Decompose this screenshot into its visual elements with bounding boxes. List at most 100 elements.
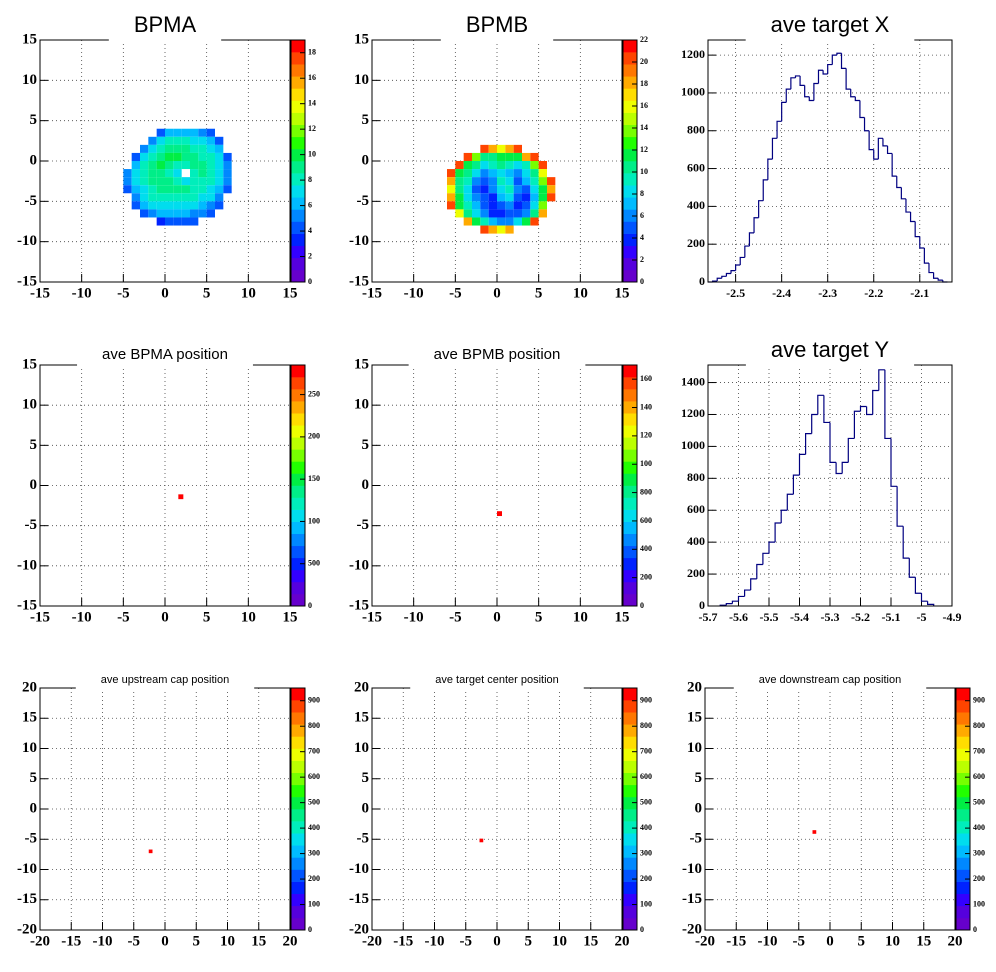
y-tick-label: -15: [349, 597, 369, 613]
color-band: [291, 760, 305, 773]
heat-cell: [513, 185, 522, 194]
color-band: [291, 796, 305, 810]
heat-cell: [538, 209, 547, 218]
color-band: [623, 112, 637, 125]
heat-cell: [480, 209, 489, 218]
color-band: [623, 401, 637, 414]
color-tick-label: 800: [640, 721, 652, 730]
x-tick-label: -20: [362, 933, 382, 949]
y-tick-label: -15: [17, 597, 37, 613]
heat-cell: [463, 169, 472, 178]
color-tick-label: 400: [308, 823, 320, 832]
x-tick-label: -20: [30, 933, 50, 949]
color-band: [956, 748, 970, 761]
y-tick-label: -5: [25, 193, 38, 209]
heat-cell: [198, 209, 207, 218]
heat-cell: [215, 161, 224, 170]
heat-cell: [181, 136, 190, 145]
heat-cell: [215, 185, 224, 194]
y-tick-label: 0: [362, 152, 370, 168]
panel-title: BPMA: [134, 12, 197, 37]
color-tick-label: 600: [640, 772, 652, 781]
x-tick-label: 5: [535, 285, 543, 301]
panel-title: ave target Y: [771, 337, 890, 362]
color-band: [291, 772, 305, 786]
color-tick-label: 22: [640, 35, 648, 44]
x-tick-label: -5: [117, 285, 130, 301]
color-tick-label: 300: [973, 848, 985, 857]
color-band: [623, 64, 637, 77]
heat-cell: [538, 201, 547, 210]
heat-cell: [497, 185, 506, 194]
y-tick-label: -15: [349, 891, 369, 907]
hist-bin: [771, 137, 778, 160]
heat-cell: [522, 201, 531, 210]
heat-cell: [198, 193, 207, 202]
y-tick-label: 15: [22, 710, 37, 726]
heat-cell: [472, 169, 481, 178]
color-band: [956, 688, 970, 701]
color-tick-label: 700: [308, 747, 320, 756]
heat-cell: [181, 161, 190, 170]
color-band: [291, 533, 305, 547]
color-band: [291, 473, 305, 486]
heat-cell: [206, 128, 215, 137]
heat-cell: [455, 185, 464, 194]
heat-cell: [181, 144, 190, 153]
heat-cell: [463, 152, 472, 161]
y-tick-label: -5: [25, 831, 38, 847]
y-tick-label: 200: [687, 236, 705, 250]
color-band: [291, 461, 305, 474]
y-tick-label: 600: [687, 502, 705, 516]
heat-cell: [530, 209, 539, 218]
color-band: [291, 173, 305, 186]
color-band: [623, 736, 637, 749]
hist-bin: [914, 221, 920, 238]
heat-cell: [513, 217, 522, 226]
color-tick-label: 0: [640, 601, 644, 610]
heat-cell: [223, 169, 232, 178]
hist-bin: [909, 212, 916, 223]
heat-cell: [190, 177, 199, 186]
heat-cell: [190, 209, 199, 218]
color-band: [291, 389, 305, 402]
heat-cell: [463, 201, 472, 210]
color-band: [956, 724, 970, 737]
x-tick-label: 15: [283, 609, 298, 625]
color-tick-label: 250: [308, 389, 320, 398]
color-band: [623, 809, 637, 822]
heat-cell: [165, 128, 174, 137]
x-tick-label: -15: [726, 933, 746, 949]
title-box: [733, 660, 927, 689]
color-band: [623, 173, 637, 186]
x-tick-label: 5: [193, 933, 201, 949]
color-band: [291, 425, 305, 438]
color-band: [956, 760, 970, 773]
heat-cell: [190, 128, 199, 137]
color-band: [623, 221, 637, 234]
color-tick-label: 2: [640, 255, 644, 264]
x-tick-label: -15: [362, 609, 382, 625]
heat-cell: [156, 185, 165, 194]
color-band: [291, 485, 305, 498]
hist-bin: [932, 272, 939, 279]
heat-cell: [148, 161, 157, 170]
heat-cell: [156, 193, 165, 202]
hist-bin: [868, 130, 874, 151]
color-band: [291, 893, 305, 907]
y-tick-label: -20: [349, 921, 369, 937]
color-band: [623, 533, 637, 547]
y-tick-label: 0: [362, 477, 370, 493]
color-tick-label: 500: [308, 559, 320, 568]
x-tick-label: -5.7: [699, 610, 718, 624]
heat-cell: [206, 209, 215, 218]
y-tick-label: -20: [682, 921, 702, 937]
heat-cell: [530, 161, 539, 170]
y-tick-label: 5: [362, 112, 370, 128]
heat-cell: [497, 217, 506, 226]
color-band: [956, 700, 970, 713]
heat-cell: [140, 201, 149, 210]
y-tick-label: 10: [687, 740, 702, 756]
heat-cell: [206, 169, 215, 178]
heat-cell: [156, 144, 165, 153]
